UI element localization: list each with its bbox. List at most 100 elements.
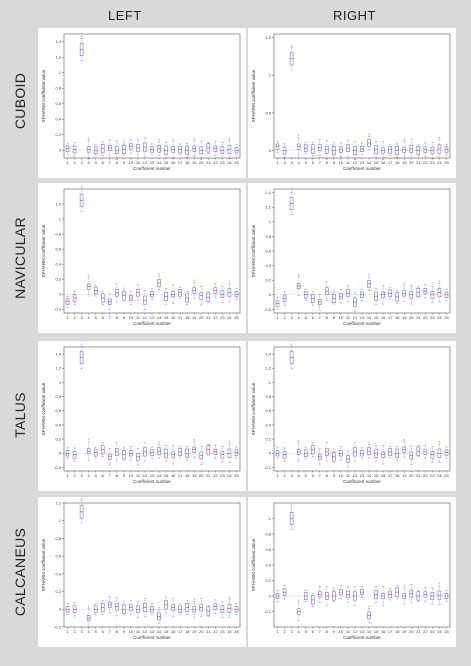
x-tick-label: 3	[80, 473, 83, 478]
box-coef-11	[136, 284, 140, 301]
box-coef-20	[409, 445, 414, 465]
x-tick-label: 20	[409, 160, 414, 165]
box-coef-2	[72, 602, 77, 617]
x-tick-label: 19	[402, 160, 407, 165]
y-tick-label: 0.2	[265, 578, 271, 583]
y-tick-label: 0.6	[265, 248, 271, 253]
x-tick-label: 1	[66, 629, 69, 634]
x-tick-label: 18	[185, 315, 190, 320]
y-tick-label: 1.2	[55, 201, 61, 206]
chart-panel-cuboid-right: 0 0.5 1 1.5 1 2 3 4 5 6 7 8 9 10 11 12 13 14 15 16 17 18 19 20 2…	[248, 28, 456, 178]
outlier-marker: +	[88, 274, 90, 278]
box-coef-19: +	[192, 438, 196, 459]
x-tick-label: 22	[423, 315, 428, 320]
x-tick-label: 5	[95, 160, 98, 165]
box-coef-11	[136, 448, 140, 466]
x-tick-label: 20	[199, 473, 204, 478]
box-coef-8	[325, 140, 329, 160]
y-tick-label: 0.4	[265, 422, 271, 427]
x-tick-label: 22	[423, 473, 428, 478]
box-coef-25	[234, 603, 239, 616]
x-tick-label: 14	[157, 629, 162, 634]
box-coef-21	[206, 291, 211, 304]
box-coef-24: +	[437, 440, 442, 463]
x-tick-label: 18	[395, 473, 400, 478]
outlier-marker: +	[368, 273, 370, 277]
x-tick-label: 23	[430, 160, 435, 165]
boxplot-svg: -0.200.20.40.60.811.21 2 3 4 5 6 7 8 9 10 11 12 13 14…	[41, 497, 241, 640]
x-tick-label: 8	[116, 160, 119, 165]
box-coef-11	[346, 586, 350, 603]
box-coef-3: +	[79, 35, 84, 61]
box-coef-22	[213, 599, 218, 614]
x-tick-label: 16	[171, 629, 176, 634]
outlier-marker: +	[298, 273, 300, 277]
box-coef-13	[360, 586, 364, 598]
y-tick-label: 0.4	[265, 263, 271, 268]
box-coef-22	[423, 587, 428, 602]
box-coef-4: +	[86, 438, 91, 461]
y-tick-label: 0.4	[265, 562, 271, 567]
box-coef-25	[444, 590, 449, 602]
box-coef-18	[395, 289, 399, 304]
outlier-marker: +	[403, 138, 405, 142]
box-coef-14: +	[367, 441, 371, 459]
x-tick-label: 14	[367, 160, 372, 165]
x-tick-label: 12	[143, 473, 148, 478]
box-coef-4: +	[86, 274, 91, 297]
box-coef-3: +	[79, 185, 84, 212]
outlier-marker: +	[403, 438, 405, 442]
x-tick-label: 10	[339, 473, 344, 478]
outlier-marker: +	[123, 140, 125, 144]
x-tick-label: 7	[319, 629, 322, 634]
outlier-marker: +	[123, 600, 125, 604]
box-coef-2	[72, 142, 77, 157]
box-coef-6	[100, 442, 105, 457]
box-coef-9: +	[122, 286, 126, 302]
x-tick-label: 3	[290, 473, 293, 478]
box-coef-12	[353, 292, 357, 312]
box-coef-5	[93, 446, 98, 459]
x-tick-label: 4	[298, 315, 301, 320]
y-axis-label: SPHARM coefficient value	[251, 382, 256, 435]
x-axis-label: Coefficient number	[343, 635, 381, 640]
x-tick-label: 8	[116, 473, 119, 478]
x-tick-label: 23	[430, 629, 435, 634]
x-tick-label: 15	[164, 473, 169, 478]
outlier-marker: +	[123, 286, 125, 290]
box-coef-7	[108, 448, 112, 466]
x-tick-label: 2	[283, 473, 286, 478]
chart-panel-talus-right: -0.2 0 0.2 0.4 0.6 0.8 1 1.2 1.4 1 2 3 4 5 6 7 8 9 10 11 12 1…	[248, 341, 456, 491]
x-tick-label: 11	[136, 315, 141, 320]
y-tick-label: 0.2	[265, 278, 271, 283]
outlier-marker: +	[403, 584, 405, 588]
y-tick-label: 0.4	[55, 262, 61, 267]
outlier-marker: +	[291, 44, 293, 48]
box-coef-7	[108, 293, 112, 311]
x-tick-label: 6	[312, 629, 315, 634]
y-tick-label: 0.8	[55, 86, 61, 91]
y-tick-label: 0.2	[265, 437, 271, 442]
x-tick-label: 5	[305, 160, 308, 165]
box-coef-24: +	[227, 595, 232, 618]
x-tick-label: 10	[129, 315, 134, 320]
x-tick-label: 12	[143, 629, 148, 634]
x-tick-label: 2	[73, 160, 76, 165]
y-tick-label: 0	[59, 148, 62, 153]
y-tick-label: 0	[269, 593, 272, 598]
x-tick-label: 12	[353, 315, 358, 320]
y-tick-label: 0.8	[265, 531, 271, 536]
x-tick-label: 11	[346, 315, 351, 320]
y-tick-label: 0.2	[55, 437, 61, 442]
x-tick-label: 13	[150, 160, 155, 165]
x-tick-label: 24	[437, 315, 442, 320]
box-coef-23	[220, 446, 225, 463]
box-coef-1	[65, 295, 70, 308]
y-tick-label: 0.4	[55, 571, 61, 576]
box-coef-17	[388, 588, 392, 601]
x-tick-label: 19	[192, 473, 197, 478]
box-coef-16	[171, 139, 175, 159]
x-axis-label: Coefficient number	[133, 635, 171, 640]
y-tick-label: 0.8	[55, 394, 61, 399]
x-tick-label: 4	[298, 473, 301, 478]
